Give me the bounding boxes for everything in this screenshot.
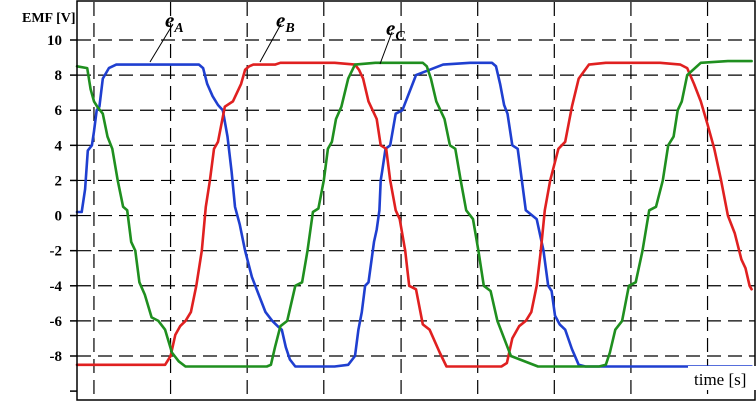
y-axis-label: EMF [V] [22,11,76,26]
y-tick-label-6: 4 [55,138,63,154]
x-axis-label-box [688,366,756,390]
series-line-b [75,61,753,368]
series-label-b-text: eB [276,8,295,36]
series-label-a-symbol: e [165,8,174,32]
series-line-a [75,61,753,368]
y-tick-label-0: -8 [50,349,63,365]
series-label-c-subscript: C [395,29,405,44]
series-label-c-leader [379,31,393,65]
series-label-c-text: eC [386,16,405,44]
grid-lines [77,2,755,399]
y-tick-label-2: -4 [50,279,63,295]
series-label-b-symbol: e [276,8,285,32]
y-tick-label-4: 0 [55,209,63,225]
y-tick-labels: -8 -6 -4 -2 0 2 4 6 8 10 [47,33,77,392]
y-tick-label-1: -6 [50,314,63,330]
series-label-b: eB [259,8,295,63]
series-label-a-text: eA [165,8,184,36]
series-label-b-subscript: B [284,21,294,36]
y-tick-label-7: 6 [55,103,63,119]
series-label-a-subscript: A [173,21,183,36]
y-tick-label-3: -2 [50,244,63,260]
series-label-a: eA [149,8,184,63]
y-tick-label-9: 10 [47,33,62,49]
y-tick-label-5: 2 [55,173,63,189]
series-label-a-leader [149,23,174,63]
series-label-b-leader [259,23,282,63]
plot-frame [76,0,756,401]
series-lines [75,59,753,368]
series-line-c [75,59,753,368]
series-label-c: eC [379,16,405,65]
series-label-c-symbol: e [386,16,395,40]
x-axis-label: time [s] [694,370,746,389]
y-tick-label-8: 8 [55,68,63,84]
